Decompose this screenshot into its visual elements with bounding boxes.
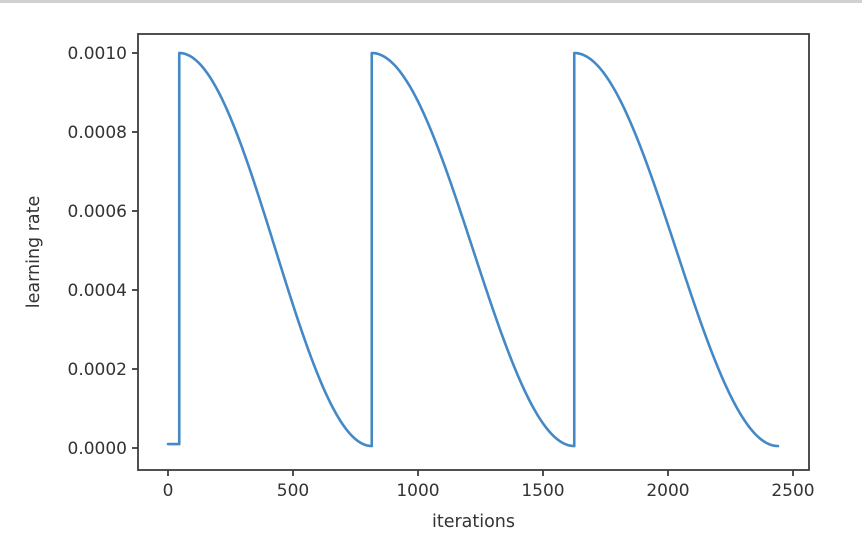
- y-tick-label: 0.0008: [68, 123, 127, 143]
- y-tick-label: 0.0000: [68, 439, 127, 459]
- x-tick-label: 1000: [396, 481, 439, 501]
- learning-rate-curve: [166, 51, 780, 448]
- window-top-border: [0, 0, 862, 3]
- plot-spines: [137, 33, 810, 471]
- learning-rate-curve-group: [166, 51, 780, 448]
- y-tick-label: 0.0010: [68, 44, 127, 64]
- y-axis-label: learning rate: [24, 196, 44, 309]
- x-tick-label: 0: [163, 481, 174, 501]
- y-tick-label: 0.0004: [68, 281, 127, 301]
- y-tick-label: 0.0006: [68, 202, 127, 222]
- x-tick-label: 1500: [521, 481, 564, 501]
- x-tick-label: 2500: [771, 481, 814, 501]
- x-axis-ticks: 0 500 1000 1500 2000 2500: [163, 470, 815, 501]
- x-tick-label: 2000: [646, 481, 689, 501]
- y-axis-ticks: 0.0000 0.0002 0.0004 0.0006 0.0008 0.0010: [68, 44, 138, 459]
- y-tick-label: 0.0002: [68, 360, 127, 380]
- x-tick-label: 500: [277, 481, 309, 501]
- x-axis-label: iterations: [432, 512, 515, 532]
